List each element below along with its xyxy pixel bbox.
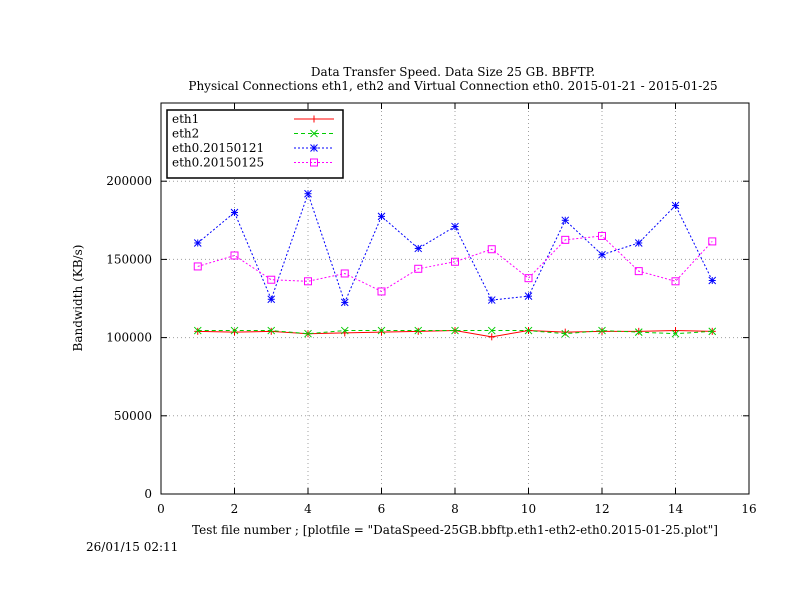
x-tick-label: 16 bbox=[741, 502, 756, 516]
y-tick-label: 200000 bbox=[106, 174, 152, 188]
data-point-eth0.20150125 bbox=[561, 235, 570, 244]
data-point-eth2 bbox=[267, 326, 276, 335]
x-tick-label: 0 bbox=[157, 502, 165, 516]
data-point-eth0.20150121 bbox=[487, 296, 496, 304]
x-tick-label: 12 bbox=[594, 502, 609, 516]
data-point-eth0.20150121 bbox=[304, 189, 312, 198]
data-point-eth1 bbox=[378, 328, 385, 336]
y-tick-label: 150000 bbox=[106, 252, 152, 266]
y-tick-label: 50000 bbox=[114, 409, 152, 423]
data-point-eth0.20150121 bbox=[340, 298, 349, 307]
data-point-eth0.20150121 bbox=[230, 208, 239, 217]
series-line-eth2 bbox=[197, 330, 713, 335]
data-point-eth0.20150125 bbox=[267, 275, 276, 284]
legend-label: eth0.20150121 bbox=[172, 141, 264, 155]
plot-timestamp: 26/01/15 02:11 bbox=[86, 540, 179, 554]
chart-title: Data Transfer Speed. Data Size 25 GB. BB… bbox=[311, 65, 595, 79]
data-point-eth0.20150121 bbox=[377, 212, 386, 221]
data-point-eth2 bbox=[708, 327, 717, 336]
x-tick-label: 4 bbox=[304, 502, 312, 516]
data-point-eth2 bbox=[451, 326, 459, 335]
data-point-eth1 bbox=[672, 327, 679, 335]
legend-label: eth2 bbox=[172, 127, 199, 141]
data-point-eth2 bbox=[487, 326, 496, 335]
data-point-eth0.20150125 bbox=[708, 237, 717, 246]
x-tick-label: 8 bbox=[451, 502, 459, 516]
data-point-eth1 bbox=[231, 328, 238, 336]
data-point-eth2 bbox=[414, 326, 423, 335]
data-point-eth0.20150121 bbox=[414, 244, 423, 253]
data-point-eth0.20150125 bbox=[414, 264, 423, 273]
legend-marker bbox=[310, 115, 318, 123]
data-point-eth1 bbox=[194, 327, 202, 335]
data-point-eth2 bbox=[230, 326, 239, 335]
legend-marker bbox=[310, 129, 318, 138]
series-line-eth0.20150121 bbox=[197, 192, 713, 304]
data-point-eth0.20150121 bbox=[634, 239, 643, 247]
data-point-eth0.20150121 bbox=[267, 295, 276, 304]
x-tick-label: 2 bbox=[231, 502, 239, 516]
x-tick-label: 6 bbox=[378, 502, 386, 516]
y-tick-label: 100000 bbox=[106, 331, 152, 345]
series-layer bbox=[193, 189, 717, 341]
y-tick-label: 0 bbox=[144, 487, 152, 501]
data-point-eth1 bbox=[267, 327, 275, 335]
data-point-eth1 bbox=[488, 333, 496, 341]
data-point-eth2 bbox=[598, 326, 606, 335]
x-axis-label: Test file number ; [plotfile = "DataSpee… bbox=[192, 523, 718, 537]
data-point-eth0.20150125 bbox=[451, 257, 459, 266]
data-point-eth2 bbox=[340, 326, 349, 335]
data-point-eth2 bbox=[671, 329, 680, 338]
data-point-eth0.20150125 bbox=[377, 287, 386, 296]
legend-label: eth1 bbox=[172, 112, 199, 126]
data-point-eth0.20150121 bbox=[451, 222, 459, 231]
data-point-eth0.20150125 bbox=[193, 262, 202, 271]
data-point-eth2 bbox=[304, 329, 312, 338]
data-point-eth1 bbox=[635, 327, 643, 335]
data-point-eth0.20150121 bbox=[561, 216, 570, 225]
axis-layer: 0 2 4 6 8 10 12 14 16 0 50000 100000 150000 200000 bbox=[106, 103, 757, 516]
data-point-eth0.20150121 bbox=[193, 239, 202, 247]
legend-label: eth0.20150125 bbox=[172, 156, 264, 170]
data-point-eth1 bbox=[598, 327, 606, 335]
chart-subtitle: Physical Connections eth1, eth2 and Virt… bbox=[188, 79, 717, 93]
data-point-eth2 bbox=[561, 329, 570, 338]
x-tick-label: 14 bbox=[668, 502, 684, 516]
data-point-eth0.20150121 bbox=[598, 250, 606, 259]
data-point-eth0.20150125 bbox=[634, 267, 643, 276]
legend-marker bbox=[310, 158, 318, 167]
data-point-eth0.20150125 bbox=[340, 269, 349, 278]
y-axis-label: Bandwidth (KB/s) bbox=[71, 245, 85, 352]
data-point-eth0.20150121 bbox=[524, 292, 533, 301]
data-point-eth0.20150121 bbox=[708, 276, 717, 285]
data-point-eth2 bbox=[524, 326, 533, 335]
data-point-eth0.20150125 bbox=[524, 274, 533, 283]
data-point-eth2 bbox=[377, 326, 386, 335]
data-point-eth0.20150125 bbox=[304, 277, 312, 286]
legend-marker bbox=[310, 144, 318, 152]
data-point-eth0.20150125 bbox=[598, 231, 606, 240]
data-point-eth0.20150125 bbox=[230, 251, 239, 260]
data-point-eth0.20150125 bbox=[671, 277, 680, 286]
data-point-eth0.20150121 bbox=[671, 201, 680, 210]
data-point-eth0.20150125 bbox=[487, 245, 496, 254]
data-point-eth2 bbox=[634, 328, 643, 336]
data-point-eth2 bbox=[193, 326, 202, 335]
data-point-eth1 bbox=[561, 328, 569, 336]
x-tick-label: 10 bbox=[521, 502, 536, 516]
data-point-eth1 bbox=[414, 327, 422, 335]
